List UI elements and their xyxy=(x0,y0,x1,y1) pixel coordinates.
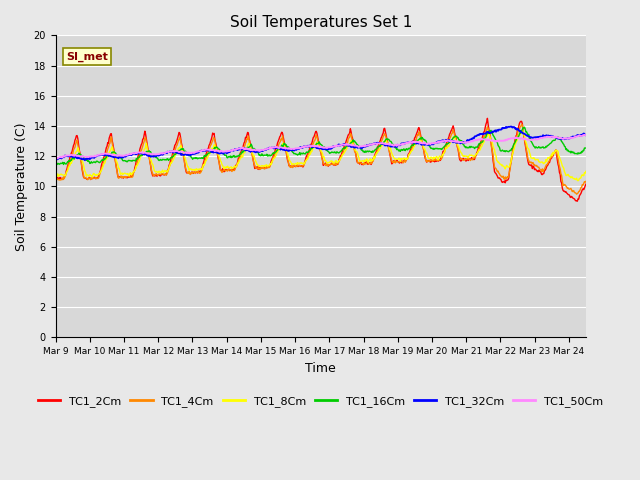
TC1_8Cm xyxy=(126,170,134,176)
TC1_2Cm xyxy=(278,129,285,135)
Y-axis label: Soil Temperature (C): Soil Temperature (C) xyxy=(15,122,28,251)
TC1_32Cm xyxy=(299,145,307,151)
TC1_8Cm xyxy=(52,174,60,180)
TC1_2Cm xyxy=(582,181,589,187)
Line: TC1_2Cm: TC1_2Cm xyxy=(56,119,586,201)
TC1_50Cm xyxy=(299,144,307,150)
TC1_16Cm xyxy=(298,151,306,156)
TC1_4Cm xyxy=(298,163,306,169)
TC1_16Cm xyxy=(278,142,285,148)
TC1_16Cm xyxy=(432,145,440,151)
TC1_32Cm xyxy=(507,124,515,130)
TC1_4Cm xyxy=(52,176,60,181)
TC1_8Cm xyxy=(518,127,526,133)
TC1_4Cm xyxy=(432,157,440,163)
Line: TC1_32Cm: TC1_32Cm xyxy=(56,127,586,160)
TC1_8Cm xyxy=(278,144,285,149)
TC1_4Cm xyxy=(278,137,285,143)
TC1_2Cm xyxy=(126,174,134,180)
X-axis label: Time: Time xyxy=(305,361,336,374)
TC1_2Cm xyxy=(445,134,452,140)
TC1_32Cm xyxy=(52,156,60,162)
TC1_16Cm xyxy=(54,160,61,166)
TC1_2Cm xyxy=(484,116,492,121)
TC1_2Cm xyxy=(52,175,60,181)
TC1_8Cm xyxy=(54,171,61,177)
TC1_4Cm xyxy=(445,138,452,144)
TC1_32Cm xyxy=(433,139,440,145)
TC1_32Cm xyxy=(81,157,89,163)
TC1_32Cm xyxy=(582,132,589,138)
Title: Soil Temperatures Set 1: Soil Temperatures Set 1 xyxy=(230,15,412,30)
TC1_50Cm xyxy=(53,156,61,161)
TC1_4Cm xyxy=(582,179,589,184)
Legend: TC1_2Cm, TC1_4Cm, TC1_8Cm, TC1_16Cm, TC1_32Cm, TC1_50Cm: TC1_2Cm, TC1_4Cm, TC1_8Cm, TC1_16Cm, TC1… xyxy=(34,391,608,411)
TC1_4Cm xyxy=(573,192,580,197)
TC1_50Cm xyxy=(580,132,588,138)
TC1_4Cm xyxy=(518,121,525,127)
TC1_8Cm xyxy=(445,144,452,149)
TC1_2Cm xyxy=(432,158,440,164)
Text: SI_met: SI_met xyxy=(67,51,108,62)
TC1_50Cm xyxy=(433,140,440,145)
TC1_50Cm xyxy=(279,145,287,151)
TC1_2Cm xyxy=(573,198,581,204)
TC1_50Cm xyxy=(582,132,589,138)
TC1_32Cm xyxy=(279,147,287,153)
TC1_8Cm xyxy=(432,155,440,160)
TC1_4Cm xyxy=(126,174,134,180)
TC1_50Cm xyxy=(127,151,134,156)
TC1_16Cm xyxy=(52,162,60,168)
TC1_16Cm xyxy=(521,124,529,130)
TC1_16Cm xyxy=(445,140,452,145)
TC1_32Cm xyxy=(54,156,61,162)
TC1_50Cm xyxy=(445,138,453,144)
TC1_16Cm xyxy=(582,145,589,151)
TC1_4Cm xyxy=(54,177,61,182)
TC1_50Cm xyxy=(54,155,62,161)
TC1_2Cm xyxy=(54,175,61,180)
TC1_32Cm xyxy=(445,139,453,144)
TC1_8Cm xyxy=(298,160,306,166)
TC1_8Cm xyxy=(582,168,589,174)
TC1_16Cm xyxy=(126,158,134,164)
TC1_32Cm xyxy=(127,152,134,157)
Line: TC1_8Cm: TC1_8Cm xyxy=(56,130,586,181)
Line: TC1_4Cm: TC1_4Cm xyxy=(56,124,586,194)
TC1_50Cm xyxy=(52,155,60,161)
TC1_8Cm xyxy=(574,178,582,184)
Line: TC1_16Cm: TC1_16Cm xyxy=(56,127,586,165)
Line: TC1_50Cm: TC1_50Cm xyxy=(56,135,586,158)
TC1_2Cm xyxy=(298,163,306,168)
